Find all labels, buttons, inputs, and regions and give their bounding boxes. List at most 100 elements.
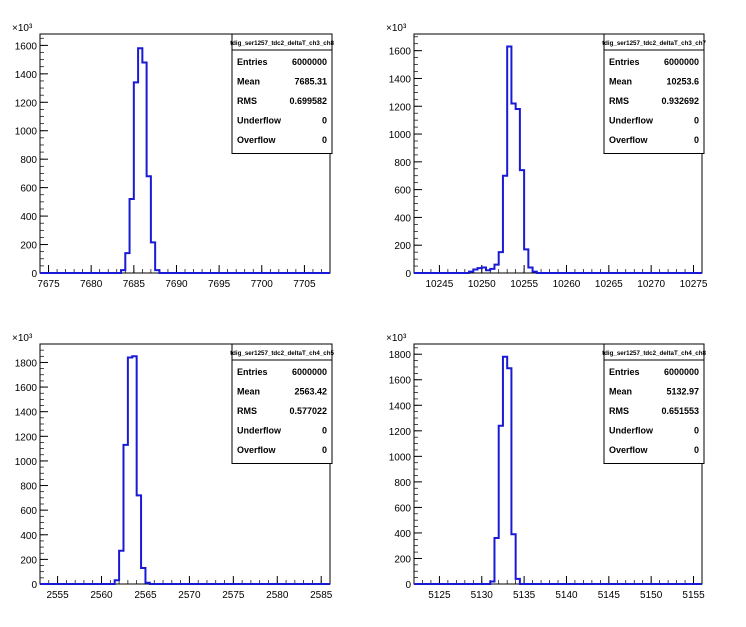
stat-value: 0.699582 [289, 96, 327, 106]
stat-label: Mean [609, 77, 632, 87]
y-multiplier: ×10³ [12, 333, 33, 344]
histogram-panel-3: 0 200 400 600 800 1000 1200 1400 1600 1800 2555 256… [12, 333, 334, 601]
stats-box-frame [231, 343, 333, 464]
stat-value: 0 [694, 116, 699, 126]
histogram-line [40, 47, 330, 274]
y-tick-label: 800 [394, 478, 411, 489]
x-tick-label: 10255 [510, 279, 538, 290]
y-tick-label: 400 [394, 213, 411, 224]
stat-value: 0 [322, 116, 327, 126]
y-tick-label: 1800 [15, 358, 38, 369]
x-tick-label: 10270 [637, 279, 665, 290]
x-tick-label: 7695 [208, 279, 231, 290]
histogram-line [414, 45, 702, 274]
y-tick-label: 1400 [389, 74, 412, 85]
x-tick-label: 10250 [468, 279, 496, 290]
y-tick-label: 0 [405, 269, 411, 280]
stat-label: Entries [237, 367, 268, 377]
stat-label: RMS [609, 96, 629, 106]
stats-box-frame [231, 33, 333, 154]
stats-box: tdig_ser1257_tdc2_deltaT_ch3_ch7 Entries 6… [602, 33, 706, 154]
x-tick-label: 7675 [37, 279, 60, 290]
x-tick-label: 7685 [123, 279, 146, 290]
x-tick-label: 5155 [682, 590, 705, 601]
y-tick-label: 1600 [15, 383, 38, 394]
x-tick-label: 10275 [680, 279, 708, 290]
stat-value: 7685.31 [294, 77, 327, 87]
x-tick-label: 2580 [266, 590, 289, 601]
histogram-panel-2: 0 200 400 600 800 1000 1200 1400 1600 10245 10250 1… [386, 23, 708, 290]
stat-value: 6000000 [664, 367, 699, 377]
x-tick-label: 7680 [80, 279, 103, 290]
y-tick-label: 1200 [389, 427, 412, 438]
x-tick-label: 2575 [222, 590, 245, 601]
stat-value: 0 [694, 426, 699, 436]
stat-value: 2563.42 [294, 387, 327, 397]
y-tick-label: 1600 [15, 41, 38, 52]
y-tick-label: 200 [394, 241, 411, 252]
x-tick-label: 5145 [598, 590, 621, 601]
stat-label: Underflow [609, 116, 654, 126]
x-tick-label: 2555 [46, 590, 69, 601]
stat-value: 0 [694, 445, 699, 455]
histogram-panel-4: 0 200 400 600 800 1000 1200 1400 1600 1800 5125 513… [386, 333, 706, 601]
stat-value: 5132.97 [666, 387, 699, 397]
stats-box: tdig_ser1257_tdc2_deltaT_ch4_ch8 Entries 6… [602, 343, 706, 464]
stat-label: Overflow [609, 445, 649, 455]
stat-label: Entries [237, 57, 268, 67]
stat-label: Mean [609, 387, 632, 397]
x-tick-label: 7690 [165, 279, 188, 290]
y-tick-label: 1000 [15, 127, 38, 138]
stat-label: Entries [609, 367, 640, 377]
y-multiplier: ×10³ [12, 23, 33, 34]
histogram-title: tdig_ser1257_tdc2_deltaT_ch4_ch8 [602, 350, 706, 357]
x-tick-label: 7700 [251, 279, 274, 290]
y-tick-label: 0 [31, 580, 37, 591]
stat-label: Mean [237, 387, 260, 397]
stat-label: RMS [237, 406, 257, 416]
stats-box-frame [603, 343, 705, 464]
histogram-title: tdig_ser1257_tdc2_deltaT_ch3_ch8 [230, 40, 334, 47]
stat-value: 0 [322, 445, 327, 455]
histogram-line [40, 355, 330, 585]
y-tick-label: 1000 [389, 452, 412, 463]
stat-value: 0.932692 [661, 96, 699, 106]
y-tick-label: 800 [394, 158, 411, 169]
histogram-line [414, 355, 702, 585]
stats-box: tdig_ser1257_tdc2_deltaT_ch4_ch5 Entries 6… [230, 343, 334, 464]
stat-label: Underflow [237, 426, 282, 436]
stat-label: RMS [609, 406, 629, 416]
y-tick-label: 600 [20, 184, 37, 195]
y-tick-label: 600 [394, 503, 411, 514]
y-tick-label: 600 [394, 186, 411, 197]
x-tick-label: 10265 [595, 279, 623, 290]
stat-label: Overflow [237, 135, 277, 145]
x-tick-label: 2585 [310, 590, 333, 601]
stat-label: RMS [237, 96, 257, 106]
y-tick-label: 800 [20, 155, 37, 166]
stat-value: 0.651553 [661, 406, 699, 416]
x-tick-label: 2565 [134, 590, 157, 601]
y-tick-label: 400 [20, 212, 37, 223]
stats-box: tdig_ser1257_tdc2_deltaT_ch3_ch8 Entries 6… [230, 33, 334, 154]
x-tick-label: 5135 [513, 590, 536, 601]
stat-label: Overflow [237, 445, 277, 455]
y-tick-label: 1000 [389, 130, 412, 141]
histogram-title: tdig_ser1257_tdc2_deltaT_ch4_ch5 [230, 350, 334, 357]
y-tick-label: 600 [20, 506, 37, 517]
stat-value: 6000000 [292, 57, 327, 67]
x-tick-label: 5140 [555, 590, 578, 601]
y-tick-label: 200 [20, 555, 37, 566]
y-tick-label: 1200 [389, 102, 412, 113]
x-tick-label: 5125 [428, 590, 451, 601]
y-tick-label: 800 [20, 482, 37, 493]
stat-label: Mean [237, 77, 260, 87]
histogram-title: tdig_ser1257_tdc2_deltaT_ch3_ch7 [602, 40, 706, 47]
stat-value: 0 [322, 135, 327, 145]
y-tick-label: 400 [20, 531, 37, 542]
x-tick-label: 10260 [553, 279, 581, 290]
y-tick-label: 1800 [389, 350, 412, 361]
stat-label: Underflow [237, 116, 282, 126]
y-tick-label: 1200 [15, 432, 38, 443]
